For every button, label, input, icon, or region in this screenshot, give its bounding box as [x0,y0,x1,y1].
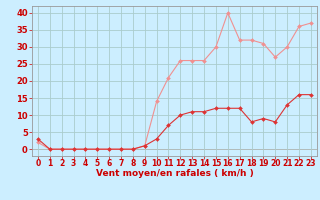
X-axis label: Vent moyen/en rafales ( km/h ): Vent moyen/en rafales ( km/h ) [96,169,253,178]
